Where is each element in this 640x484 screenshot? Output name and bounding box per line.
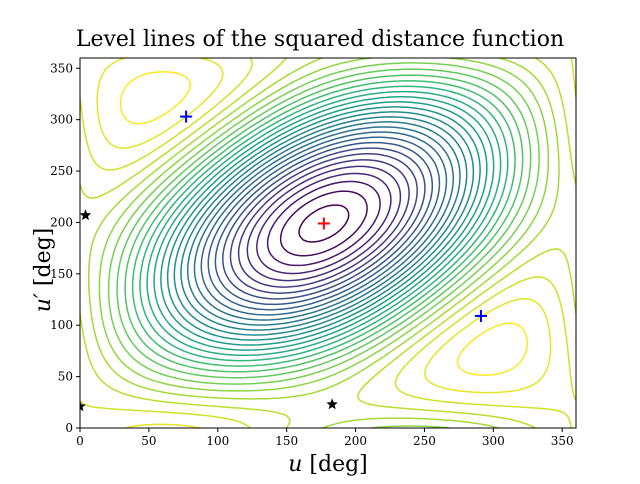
contour-level <box>173 111 475 336</box>
y-tick-label: 250 <box>50 164 73 178</box>
x-tick-label: 350 <box>551 434 574 448</box>
plot-frame <box>79 57 577 429</box>
contour-level <box>279 190 368 257</box>
contour-level <box>139 85 509 362</box>
contour-level <box>237 159 410 288</box>
maximum-marker <box>317 217 330 230</box>
contour-level <box>229 153 418 294</box>
y-axis-ticks: 0 50 100 150 200 250 300 350 <box>50 61 80 435</box>
y-tick-label: 350 <box>50 61 73 75</box>
contour-level <box>80 58 576 428</box>
contour-level <box>116 68 532 379</box>
contour-level <box>298 204 350 243</box>
contour-level <box>200 131 448 316</box>
x-tick-label: 300 <box>482 434 505 448</box>
contour-lines <box>80 58 576 428</box>
contour-level <box>124 74 524 373</box>
contour-level <box>180 116 468 331</box>
y-tick-label: 50 <box>58 370 73 384</box>
y-axis-unit: [deg] <box>31 227 56 287</box>
contour-level <box>186 121 461 326</box>
y-tick-label: 300 <box>50 113 73 127</box>
star-marker <box>80 400 86 412</box>
contour-level <box>107 62 540 385</box>
y-tick-label: 150 <box>50 267 73 281</box>
x-axis-ticks: 0 50 100 150 200 250 300 350 <box>76 428 574 448</box>
x-axis-symbol: u <box>288 452 303 477</box>
x-tick-label: 250 <box>413 434 436 448</box>
x-tick-label: 100 <box>206 434 229 448</box>
x-tick-label: 0 <box>76 434 84 448</box>
y-axis-symbol: u′ <box>31 293 56 313</box>
contour-level <box>193 126 455 321</box>
contour-level <box>256 172 392 275</box>
x-tick-label: 150 <box>275 434 298 448</box>
y-tick-label: 200 <box>50 215 73 229</box>
contour-level <box>246 165 402 282</box>
y-tick-label: 100 <box>50 318 73 332</box>
y-tick-label: 0 <box>65 421 73 435</box>
contour-level <box>146 90 502 357</box>
y-axis-label: u′ [deg] <box>31 185 56 355</box>
contour-level <box>166 106 481 341</box>
x-tick-label: 50 <box>141 434 156 448</box>
x-tick-label: 200 <box>344 434 367 448</box>
x-axis-unit: [deg] <box>309 452 368 477</box>
contour-level <box>207 136 441 311</box>
contour-level <box>214 141 434 306</box>
star-marker <box>80 209 92 221</box>
contour-level <box>222 147 426 300</box>
markers <box>80 110 487 412</box>
contour-level <box>266 180 381 267</box>
contour-level <box>160 101 488 346</box>
chart-title: Level lines of the squared distance func… <box>75 27 565 52</box>
saddle-marker <box>474 309 487 322</box>
saddle-marker <box>180 110 193 123</box>
contour-level <box>153 96 495 351</box>
x-axis-label: u [deg] <box>0 452 640 477</box>
contour-level <box>119 71 528 376</box>
star-marker <box>326 398 338 410</box>
contour-level <box>131 80 516 367</box>
